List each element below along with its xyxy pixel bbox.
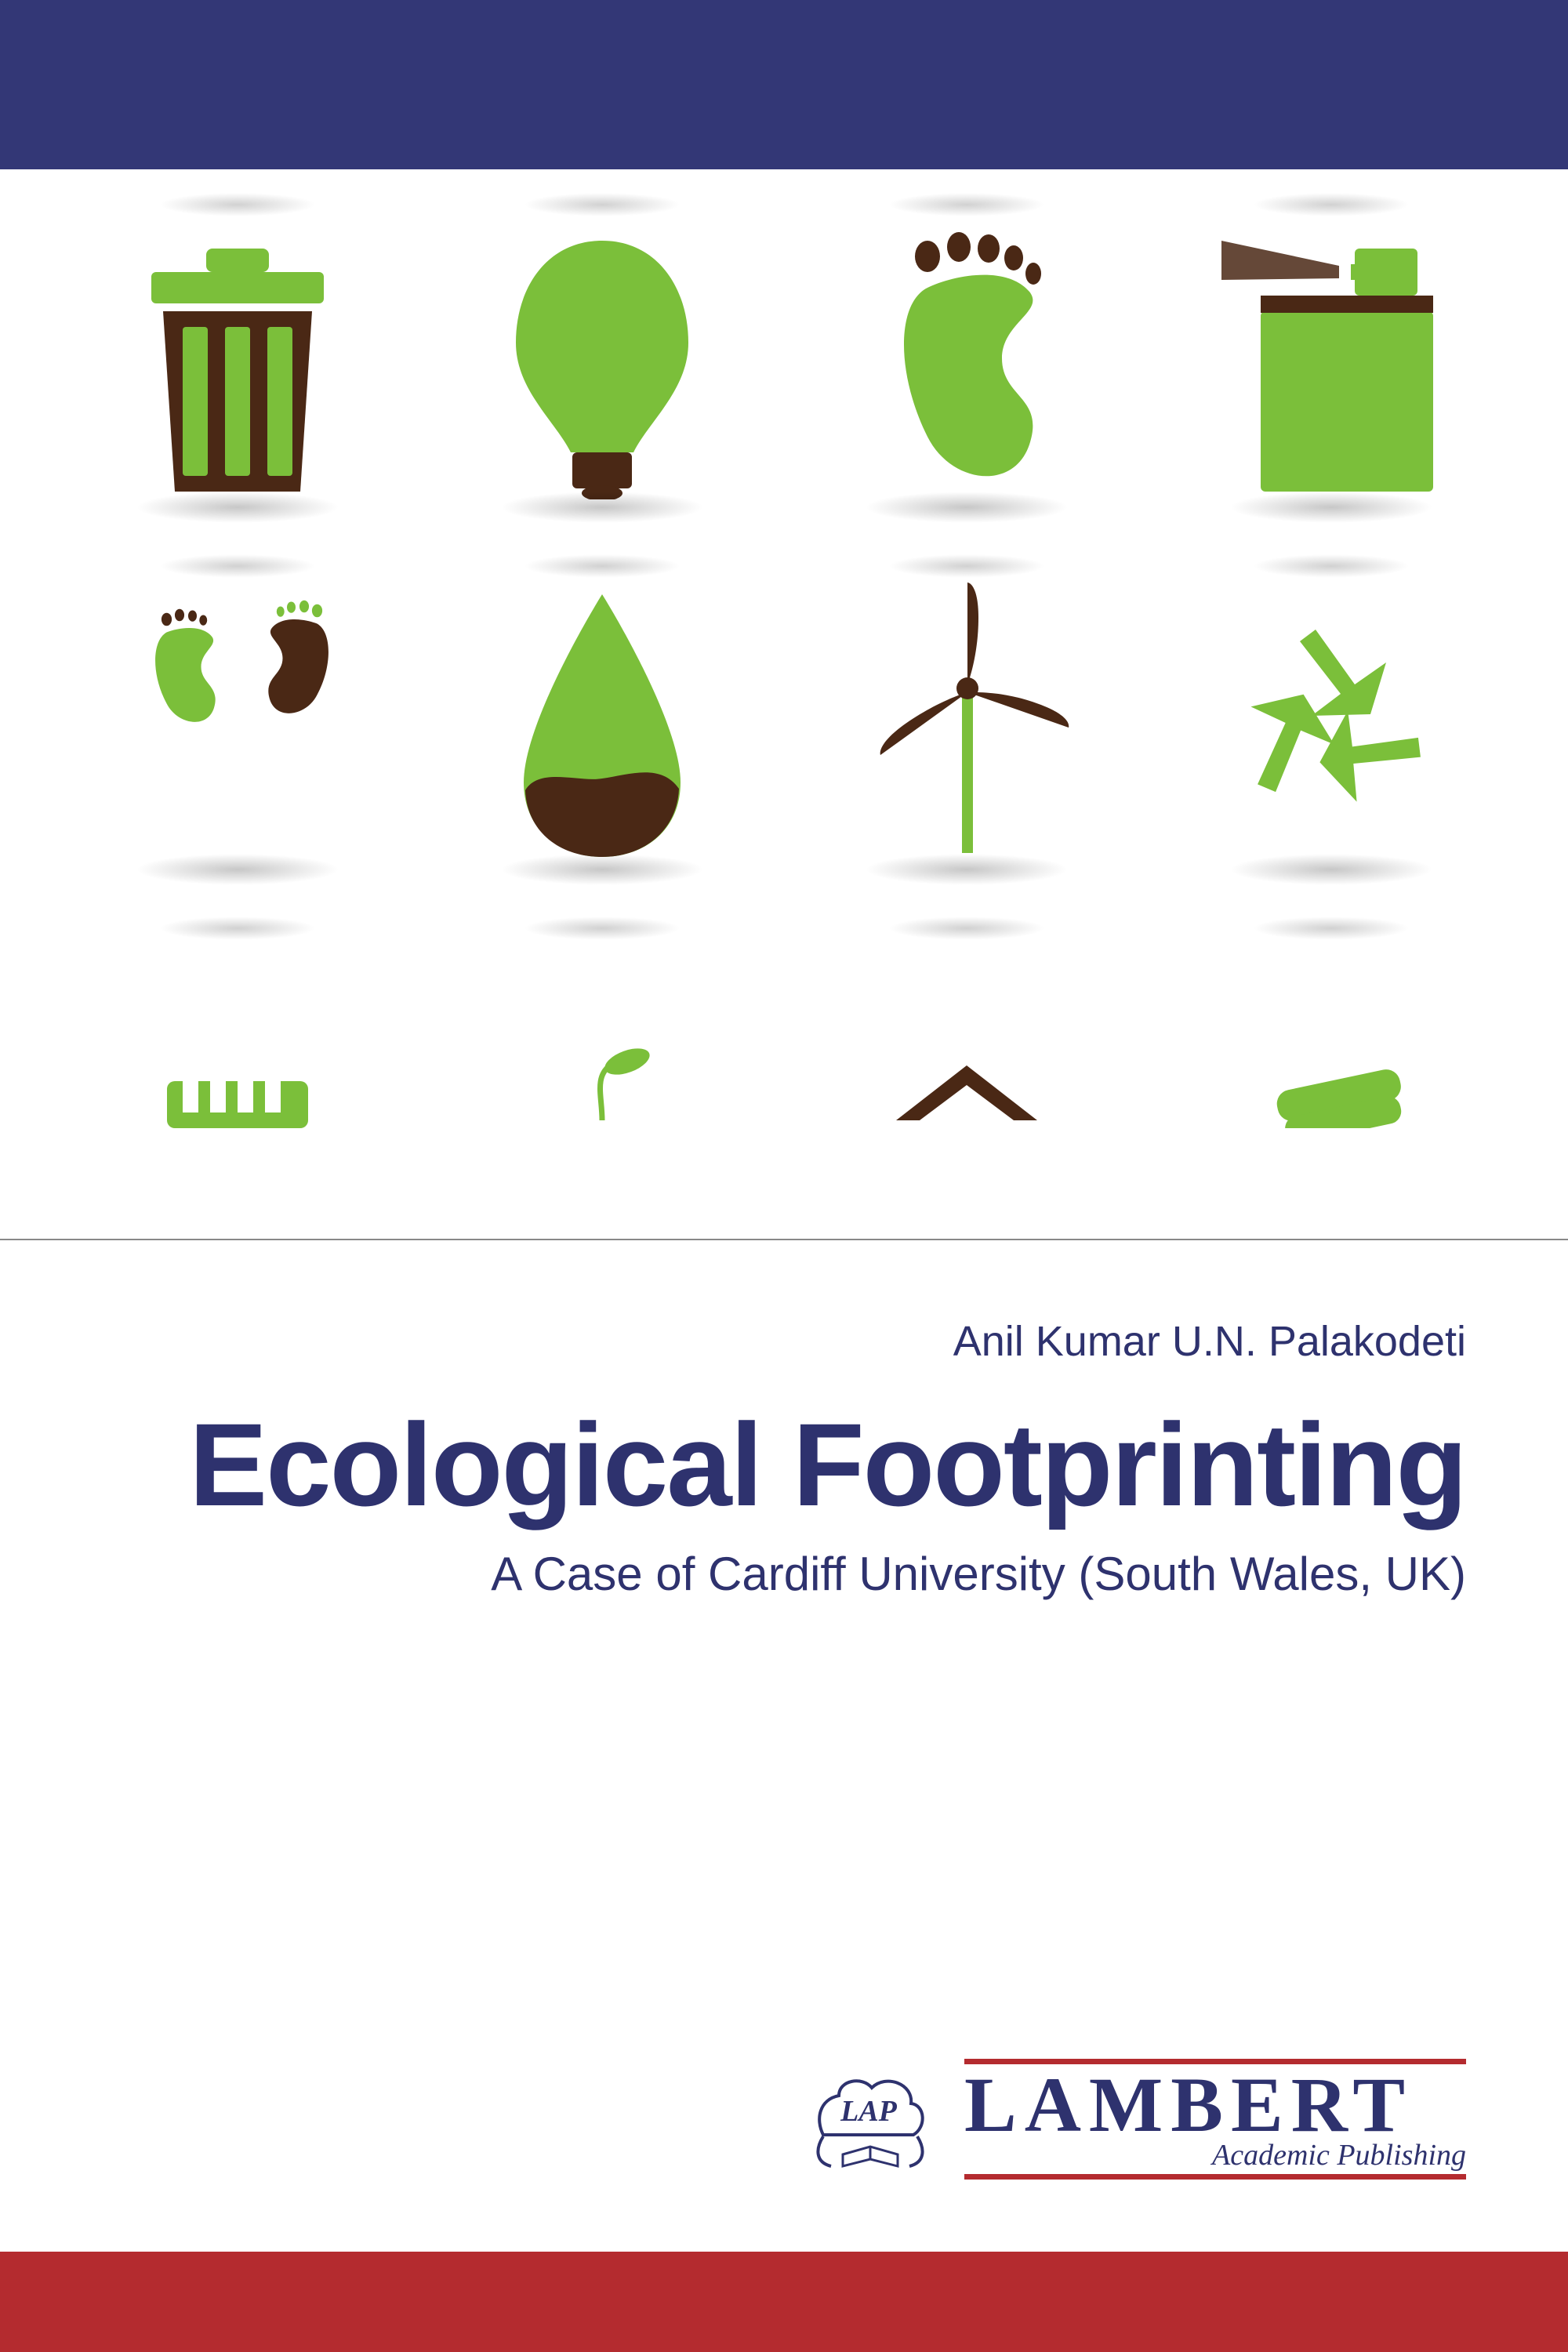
- shadow: [500, 854, 704, 885]
- shadow: [500, 492, 704, 523]
- icon-light-bulb: [443, 201, 760, 515]
- author-name: Anil Kumar U.N. Palakodeti: [94, 1317, 1466, 1366]
- icon-grid: [0, 169, 1568, 1239]
- icon-footprints-small: [78, 562, 396, 877]
- publisher-name: LAMBERT: [964, 2066, 1466, 2144]
- shadow: [888, 916, 1045, 940]
- icons-area: [0, 169, 1568, 1239]
- icon-partial-sprout: [443, 924, 760, 1239]
- shadow: [1253, 554, 1410, 578]
- icon-footprint: [808, 201, 1125, 515]
- shadow: [1229, 492, 1433, 523]
- bottom-band: [0, 2252, 1568, 2352]
- icon-recycle: [1172, 562, 1490, 877]
- top-band: [0, 0, 1568, 169]
- icon-trash-bin: [78, 201, 396, 515]
- shadow: [524, 554, 681, 578]
- shadow: [159, 916, 316, 940]
- shadow: [888, 193, 1045, 216]
- publisher-logo-icon: LAP: [800, 2064, 941, 2174]
- divider-line: [0, 1239, 1568, 1240]
- publisher-text: LAMBERT Academic Publishing: [964, 2059, 1466, 2180]
- shadow: [865, 854, 1069, 885]
- shadow: [888, 554, 1045, 578]
- icon-partial-1: [78, 924, 396, 1239]
- shadow: [1253, 193, 1410, 216]
- publisher-block: LAP LAMBERT Academic Publishing: [800, 2059, 1466, 2180]
- book-title: Ecological Footprinting: [94, 1397, 1466, 1533]
- shadow: [865, 492, 1069, 523]
- shadow: [524, 193, 681, 216]
- icon-spray-can: [1172, 201, 1490, 515]
- icon-wind-turbine: [808, 562, 1125, 877]
- shadow: [159, 554, 316, 578]
- icon-water-drop: [443, 562, 760, 877]
- book-subtitle: A Case of Cardiff University (South Wale…: [94, 1547, 1466, 1601]
- title-block: Anil Kumar U.N. Palakodeti Ecological Fo…: [94, 1317, 1466, 1601]
- shadow: [524, 916, 681, 940]
- publisher-rule-bottom: [964, 2174, 1466, 2180]
- shadow: [1253, 916, 1410, 940]
- shadow: [136, 854, 339, 885]
- icon-partial-4: [1172, 924, 1490, 1239]
- shadow: [136, 492, 339, 523]
- shadow: [159, 193, 316, 216]
- svg-text:LAP: LAP: [840, 2095, 898, 2128]
- shadow: [1229, 854, 1433, 885]
- icon-partial-roof: [808, 924, 1125, 1239]
